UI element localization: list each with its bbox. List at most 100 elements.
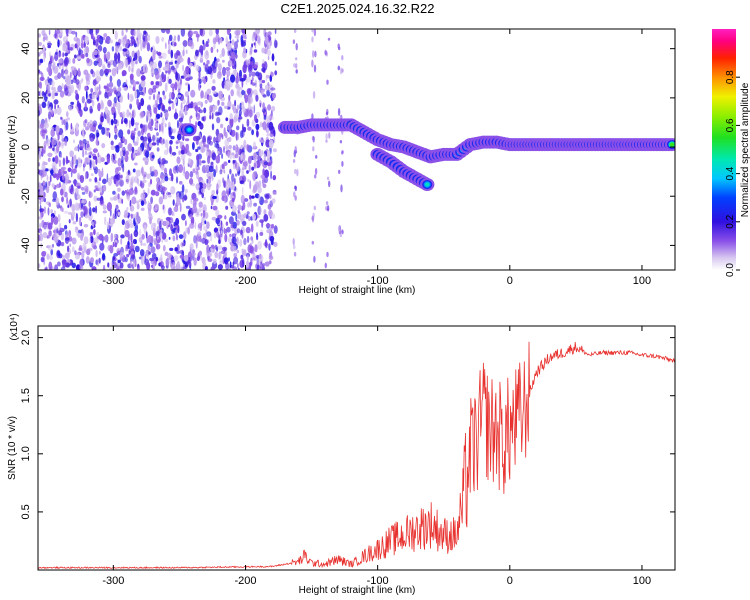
heat-cell [62,157,66,166]
heat-cell [117,211,121,216]
heat-cell [86,57,90,64]
heat-cell [207,176,212,184]
heat-cell [97,235,103,240]
heat-cell [214,251,218,259]
heat-cell [138,55,142,64]
heat-cell [250,236,253,241]
heat-cell [293,251,297,257]
heat-cell [64,224,68,230]
heat-cell [190,197,193,205]
heat-cell [311,59,314,68]
heat-cell [83,161,87,167]
heat-cell [136,39,140,48]
heat-cell [40,256,45,263]
heat-cell [246,211,250,215]
heat-cell [56,173,60,181]
heat-cell [140,75,146,81]
heat-cell [236,108,238,114]
heat-cell [45,138,51,146]
snr-series-line [38,341,675,570]
heat-cell [159,97,163,106]
heat-cell [242,258,245,268]
spectrogram-heat-layer [38,29,675,270]
heat-cell [266,49,271,56]
heat-cell [311,29,314,33]
heat-cell [162,244,166,252]
heat-cell [57,132,60,141]
heat-cell [252,141,257,149]
heat-cell [326,176,330,181]
heat-cell [246,76,251,83]
heat-cell [171,101,175,110]
heat-cell [230,51,236,60]
heat-cell [215,164,218,174]
heat-cell [47,45,51,49]
heat-cell [206,221,210,229]
heat-cell [67,204,69,209]
heat-cell [228,144,232,150]
heat-cell [77,67,81,77]
heat-cell [120,238,123,245]
heat-cell [214,60,219,68]
heat-cell [130,244,135,249]
heat-cell [249,106,254,110]
heat-cell [229,187,231,196]
heat-cell [164,238,169,243]
heat-cell [68,219,71,224]
heat-cell [169,247,174,251]
heat-cell [225,180,230,190]
heat-cell [232,183,235,190]
heat-cell [154,99,158,106]
heat-cell [170,223,174,232]
heat-cell [232,221,237,229]
heat-cell [182,40,188,47]
heat-cell [74,202,80,211]
heat-cell [134,258,137,268]
heat-cell [64,178,68,185]
heat-cell [85,90,88,100]
heat-cell [182,135,185,141]
heat-cell [258,150,264,157]
heat-cell [109,75,113,83]
heat-cell [147,187,150,195]
heat-cell [160,254,163,262]
heat-cell [146,261,151,270]
heat-cell [221,47,225,57]
heat-cell [115,91,122,99]
heat-cell [113,159,117,164]
heat-cell [128,120,131,129]
heat-cell [117,59,121,64]
heat-cell [101,126,106,135]
heat-cell [120,234,125,239]
heat-cell [171,210,174,216]
heat-cell [127,92,130,101]
heat-cell [217,133,221,143]
heat-cell [176,234,178,241]
heat-cell [242,170,244,177]
heat-cell [173,206,179,213]
heat-cell [274,61,277,66]
heat-cell [129,222,134,229]
heat-cell [244,36,247,40]
heat-cell [177,34,180,42]
heat-cell [179,57,184,63]
heat-cell [167,49,171,55]
heat-cell [150,81,154,86]
heat-cell [104,216,107,226]
heat-cell [226,125,230,130]
heat-cell [134,239,137,244]
heat-cell [223,146,225,154]
heat-cell [206,151,209,157]
heat-cell [127,218,133,224]
heat-cell [127,169,130,176]
heat-cell [209,105,214,113]
heat-cell [241,89,245,96]
heat-cell [181,213,186,221]
heat-cell [149,217,152,225]
colorbar-tick-label: 0.0 [725,263,736,277]
heat-cell [149,178,153,185]
heat-cell [156,132,159,137]
heat-cell [75,79,80,85]
heat-cell [183,254,189,262]
heat-cell [112,255,116,260]
